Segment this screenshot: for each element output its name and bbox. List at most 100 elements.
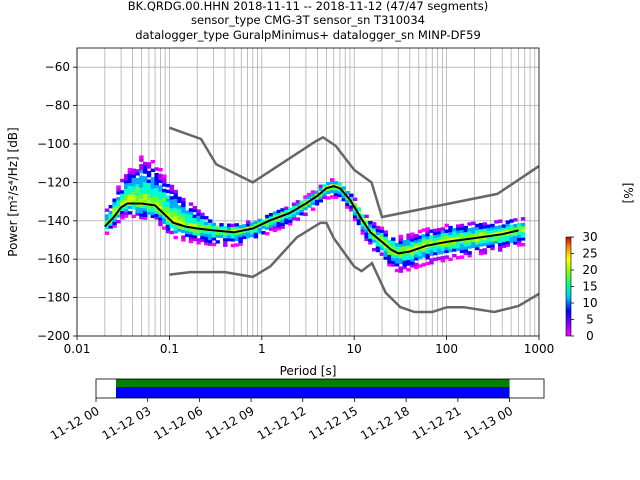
psd-cell xyxy=(406,256,411,260)
title-line-1: BK.QRDG.00.HHN 2018-11-11 -- 2018-11-12 … xyxy=(128,0,489,13)
psd-cell xyxy=(158,188,163,192)
psd-cell xyxy=(139,187,144,191)
psd-cell xyxy=(150,197,155,201)
psd-cell xyxy=(478,249,484,253)
psd-cell xyxy=(414,257,419,261)
psd-cell xyxy=(181,203,186,208)
psd-cell xyxy=(196,238,201,242)
psd-cell xyxy=(173,212,178,217)
psd-cell xyxy=(154,193,159,197)
psd-cell xyxy=(120,216,125,220)
psd-cell xyxy=(135,186,140,190)
psd-cell xyxy=(150,208,155,213)
psd-cell xyxy=(482,242,488,246)
psd-cell xyxy=(150,214,155,219)
psd-cell xyxy=(272,228,278,233)
psd-cell xyxy=(165,218,171,222)
psd-cell xyxy=(249,230,255,235)
psd-cell xyxy=(307,195,312,200)
psd-cell xyxy=(104,225,110,230)
psd-cell xyxy=(360,222,365,227)
y-tick-label: −160 xyxy=(37,252,70,266)
psd-cell xyxy=(330,195,335,199)
psd-cell xyxy=(230,243,236,248)
psd-cell xyxy=(139,210,144,214)
psd-cell xyxy=(177,205,182,209)
psd-cell xyxy=(498,231,503,235)
psd-cell xyxy=(379,229,384,233)
psd-cell xyxy=(482,236,488,241)
psd-cell xyxy=(215,240,220,244)
psd-cell xyxy=(192,208,197,213)
psd-cell xyxy=(123,174,129,178)
psd-cell xyxy=(452,245,457,249)
psd-cell xyxy=(501,238,507,243)
psd-cell xyxy=(417,235,423,239)
psd-cell xyxy=(123,211,129,215)
psd-cell xyxy=(268,227,274,231)
psd-cell xyxy=(414,262,419,267)
psd-cell xyxy=(467,228,472,232)
psd-cell xyxy=(394,257,400,261)
psd-cell xyxy=(177,214,182,218)
psd-cell xyxy=(459,255,465,259)
psd-cell xyxy=(513,232,518,236)
psd-cell xyxy=(120,207,125,211)
psd-cell xyxy=(162,197,167,201)
psd-cell xyxy=(421,263,426,267)
psd-cell xyxy=(307,204,312,208)
psd-cell xyxy=(471,238,476,243)
psd-cell xyxy=(440,250,446,254)
psd-cell xyxy=(391,246,396,250)
psd-cell xyxy=(307,192,312,197)
psd-cell xyxy=(280,225,285,229)
psd-cell xyxy=(387,248,392,253)
psd-cell xyxy=(444,246,449,251)
psd-cell xyxy=(234,243,239,247)
psd-cell xyxy=(463,251,468,256)
psd-cell xyxy=(345,191,350,195)
psd-cell xyxy=(200,238,205,243)
psd-cell xyxy=(459,241,465,245)
psd-cell xyxy=(123,188,129,192)
psd-cell xyxy=(150,206,155,210)
psd-cell xyxy=(146,199,152,204)
psd-cell xyxy=(478,231,484,236)
psd-cell xyxy=(471,244,476,248)
psd-cell xyxy=(211,222,217,227)
psd-cell xyxy=(360,217,365,221)
psd-cell xyxy=(177,216,182,221)
psd-cell xyxy=(425,250,430,254)
psd-cell xyxy=(421,254,426,258)
psd-cell xyxy=(131,203,136,207)
psd-cell xyxy=(368,235,373,239)
psd-cell xyxy=(494,234,499,238)
psd-cell xyxy=(165,224,171,228)
psd-cell xyxy=(173,204,178,208)
psd-cell xyxy=(310,190,316,194)
psd-cell xyxy=(375,228,381,233)
psd-cell xyxy=(429,235,434,239)
colorbar-tick-label: 0 xyxy=(586,329,594,343)
psd-cell xyxy=(440,230,446,234)
psd-cell xyxy=(131,206,136,210)
psd-cell xyxy=(272,222,278,227)
psd-cell xyxy=(173,235,178,240)
psd-cell xyxy=(337,193,343,198)
psd-cell xyxy=(387,242,392,247)
psd-cell xyxy=(467,233,472,238)
psd-cell xyxy=(162,209,167,213)
psd-cell xyxy=(288,219,293,223)
psd-cell xyxy=(299,212,304,216)
psd-cell xyxy=(135,180,140,185)
psd-cell xyxy=(486,244,491,248)
psd-cell xyxy=(146,165,152,169)
psd-cell xyxy=(276,224,281,228)
timeline-tick-label: 11-12 03 xyxy=(100,404,154,443)
psd-cell xyxy=(501,244,507,248)
psd-cell xyxy=(490,241,495,245)
psd-cell xyxy=(337,185,343,189)
psd-cell xyxy=(517,237,522,241)
psd-cell xyxy=(265,217,270,221)
